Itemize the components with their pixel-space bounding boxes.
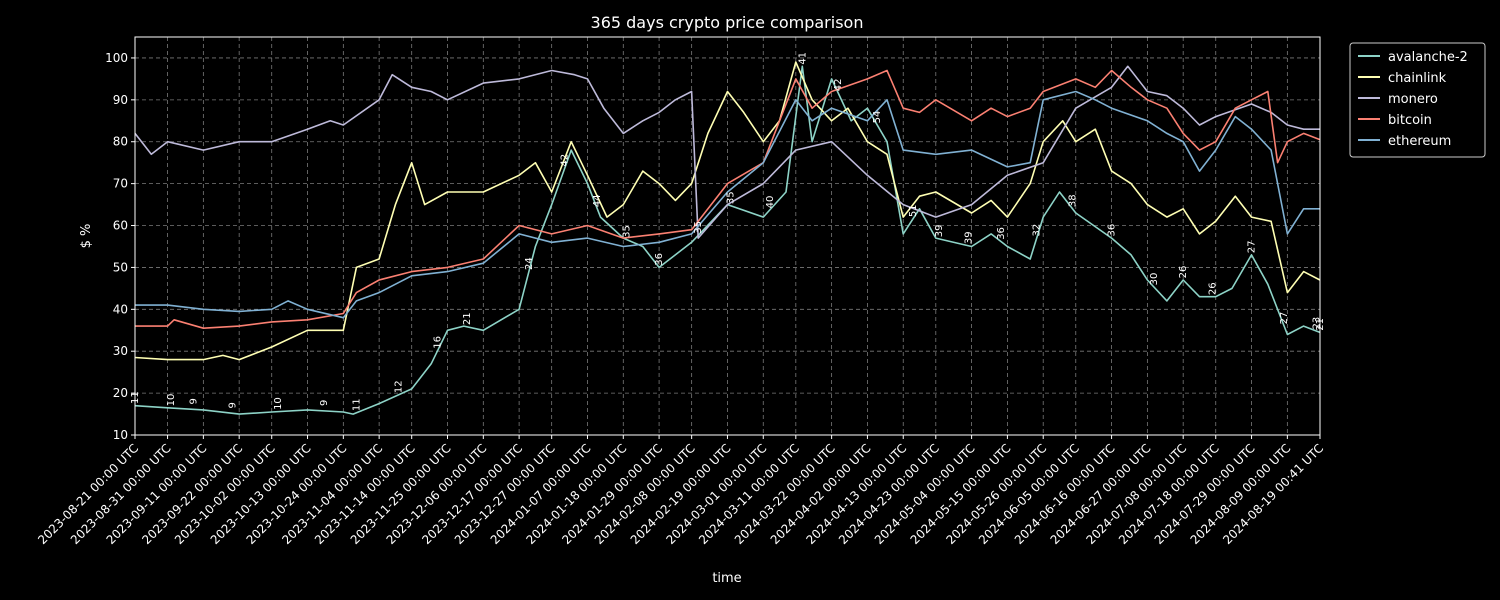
legend-label-avalanche-2: avalanche-2 bbox=[1388, 50, 1468, 65]
y-tick-label: 30 bbox=[113, 344, 128, 358]
data-label: 41 bbox=[797, 52, 808, 65]
y-tick-label: 80 bbox=[113, 135, 128, 149]
series-lines bbox=[134, 61, 1321, 415]
series-line-bitcoin bbox=[135, 69, 1321, 329]
data-label: 10 bbox=[166, 394, 177, 407]
data-label: 51 bbox=[908, 204, 919, 217]
legend-label-monero: monero bbox=[1388, 92, 1438, 107]
data-label: 38 bbox=[1068, 194, 1079, 207]
series-line-monero bbox=[134, 65, 1320, 239]
data-label: 40 bbox=[765, 196, 776, 209]
data-label: 10 bbox=[273, 397, 284, 410]
data-label: 23 bbox=[1312, 317, 1323, 330]
data-label: 9 bbox=[228, 402, 239, 408]
y-tick-label: 90 bbox=[113, 93, 128, 107]
y-tick-label: 60 bbox=[113, 219, 128, 233]
legend-label-ethereum: ethereum bbox=[1388, 134, 1451, 149]
data-label: 36 bbox=[1107, 224, 1118, 237]
y-tick-label: 100 bbox=[105, 51, 128, 65]
data-label: 9 bbox=[319, 400, 330, 406]
series-line-ethereum bbox=[135, 90, 1320, 319]
data-label: 24 bbox=[524, 257, 535, 270]
legend-label-chainlink: chainlink bbox=[1388, 71, 1447, 86]
x-axis-title: time bbox=[712, 571, 741, 586]
data-label: 44 bbox=[592, 194, 603, 207]
data-label: 26 bbox=[1178, 266, 1189, 279]
data-label: 39 bbox=[963, 231, 974, 244]
data-label: 32 bbox=[1032, 224, 1043, 237]
legend: avalanche-2 chainlink monero bitcoin ethereu… bbox=[1349, 42, 1486, 158]
data-label: 27 bbox=[1279, 312, 1290, 325]
series-line-avalanche-2 bbox=[134, 65, 1321, 415]
data-label: 21 bbox=[462, 312, 473, 325]
legend-label-bitcoin: bitcoin bbox=[1388, 113, 1432, 128]
data-label: 27 bbox=[1247, 240, 1258, 253]
y-tick-label: 50 bbox=[113, 260, 128, 274]
y-tick-label: 40 bbox=[113, 302, 128, 316]
data-label: 42 bbox=[560, 154, 571, 167]
data-label: 39 bbox=[934, 224, 945, 237]
data-label: 35 bbox=[726, 191, 737, 204]
data-label: 35 bbox=[622, 225, 633, 238]
data-label: 26 bbox=[1207, 282, 1218, 295]
y-tick-label: 70 bbox=[113, 177, 128, 191]
data-label: 36 bbox=[654, 253, 665, 266]
data-label: 42 bbox=[833, 78, 844, 91]
data-label: 12 bbox=[394, 380, 405, 393]
data-label: 35 bbox=[693, 221, 704, 234]
legend-frame bbox=[1349, 42, 1486, 158]
y-axis: 10 20 30 40 50 60 70 80 90 100 bbox=[105, 51, 135, 442]
y-tick-label: 20 bbox=[113, 386, 128, 400]
data-label: 30 bbox=[1149, 273, 1160, 286]
y-tick-label: 10 bbox=[113, 428, 128, 442]
data-label: 16 bbox=[433, 336, 444, 349]
data-label: 36 bbox=[996, 227, 1007, 240]
data-label: 9 bbox=[189, 398, 200, 404]
y-axis-title: $ % bbox=[79, 224, 94, 249]
data-label: 54 bbox=[872, 111, 883, 124]
chart-title: 365 days crypto price comparison bbox=[591, 13, 864, 32]
data-label: 11 bbox=[351, 398, 362, 411]
